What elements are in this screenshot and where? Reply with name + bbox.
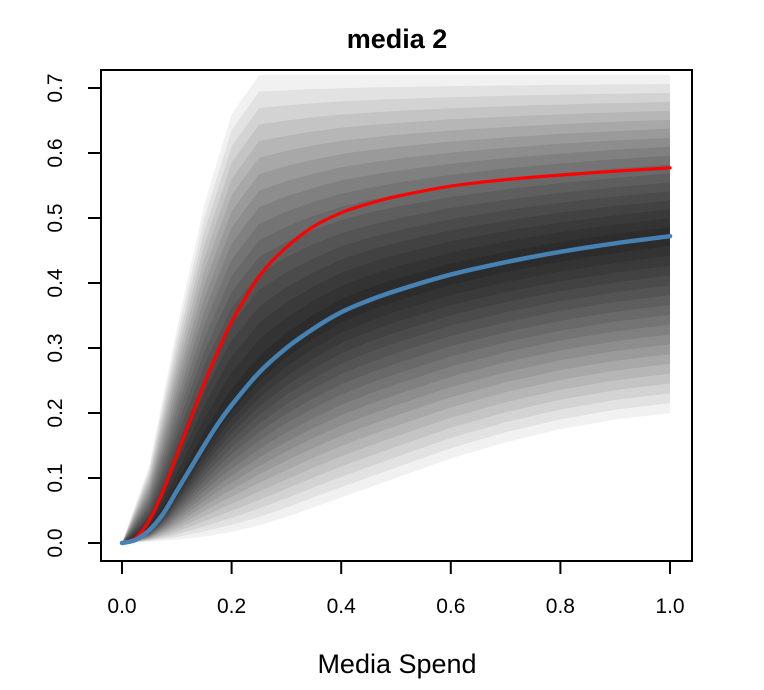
band-layer-6 bbox=[122, 128, 670, 543]
y-tick-label: 0.6 bbox=[44, 138, 67, 167]
y-axis: 0.0 0.1 0.2 0.3 0.4 0.5 0.6 0.7 bbox=[44, 73, 102, 558]
band-layer-13 bbox=[122, 191, 670, 543]
y-tick-label: 0.0 bbox=[44, 528, 67, 557]
y-tick-label: 0.4 bbox=[44, 268, 67, 298]
x-tick-label: 1.0 bbox=[655, 595, 684, 618]
x-axis-title: Media Spend bbox=[317, 649, 476, 679]
band-layer-5 bbox=[122, 119, 670, 544]
series-layer bbox=[119, 166, 673, 546]
band-layer-3 bbox=[122, 101, 670, 544]
band-layer-7 bbox=[122, 137, 670, 543]
band-layer-2 bbox=[122, 92, 670, 544]
band-layer-10 bbox=[122, 164, 670, 543]
band-layer-12 bbox=[122, 182, 670, 543]
band-layer-1 bbox=[122, 84, 670, 543]
y-tick-label: 0.3 bbox=[44, 333, 67, 362]
chart-title: media 2 bbox=[347, 24, 448, 54]
series-line-red bbox=[120, 166, 672, 545]
band-layer-0 bbox=[122, 75, 670, 543]
x-tick-label: 0.8 bbox=[546, 595, 575, 618]
x-tick-label: 0.6 bbox=[436, 595, 465, 618]
y-tick-label: 0.2 bbox=[44, 398, 67, 427]
y-tick-label: 0.5 bbox=[44, 203, 67, 232]
x-tick-label: 0.0 bbox=[107, 595, 136, 618]
band-layer-16 bbox=[122, 218, 670, 544]
series-line-blue bbox=[119, 233, 673, 546]
x-tick-label: 0.4 bbox=[327, 595, 357, 618]
x-tick-label: 0.2 bbox=[217, 595, 246, 618]
band-layer-14 bbox=[122, 200, 670, 543]
band-layer-9 bbox=[122, 155, 670, 543]
band-layer-4 bbox=[122, 110, 670, 544]
y-tick-label: 0.7 bbox=[44, 73, 67, 102]
y-tick-label: 0.1 bbox=[44, 463, 67, 492]
band-layer-8 bbox=[122, 146, 670, 543]
band-layer-11 bbox=[122, 173, 670, 543]
x-axis: 0.0 0.2 0.4 0.6 0.8 1.0 bbox=[107, 560, 685, 618]
uncertainty-band bbox=[122, 75, 670, 544]
